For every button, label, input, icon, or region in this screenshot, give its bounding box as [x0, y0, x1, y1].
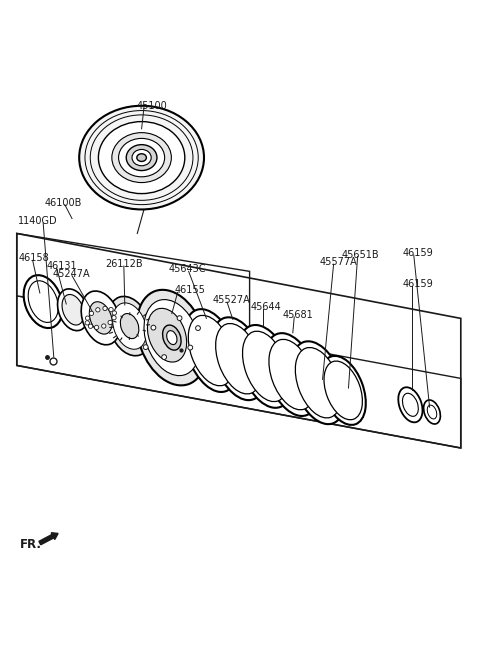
Ellipse shape [291, 341, 345, 424]
Ellipse shape [137, 154, 146, 161]
Ellipse shape [62, 295, 84, 325]
Ellipse shape [188, 345, 192, 350]
Ellipse shape [216, 323, 262, 394]
Ellipse shape [424, 400, 440, 424]
Ellipse shape [427, 405, 437, 419]
Ellipse shape [81, 291, 120, 345]
Ellipse shape [143, 344, 148, 350]
Ellipse shape [188, 316, 234, 386]
Ellipse shape [324, 361, 362, 420]
Ellipse shape [119, 138, 165, 177]
Ellipse shape [242, 331, 288, 401]
Ellipse shape [85, 321, 89, 325]
Ellipse shape [321, 356, 366, 425]
Ellipse shape [403, 393, 418, 417]
Ellipse shape [108, 320, 112, 325]
Ellipse shape [163, 325, 181, 350]
Text: 45681: 45681 [282, 310, 313, 320]
Text: 46159: 46159 [402, 279, 433, 289]
Ellipse shape [112, 311, 117, 315]
Text: 46158: 46158 [18, 253, 49, 264]
Ellipse shape [113, 303, 146, 349]
FancyArrow shape [39, 533, 58, 544]
Ellipse shape [24, 275, 63, 328]
Ellipse shape [89, 302, 112, 334]
Text: 45643C: 45643C [169, 264, 206, 274]
Ellipse shape [96, 308, 100, 312]
Text: 45651B: 45651B [342, 249, 379, 260]
Ellipse shape [137, 290, 207, 385]
Text: 45577A: 45577A [319, 257, 357, 267]
Ellipse shape [398, 387, 422, 422]
Ellipse shape [88, 324, 93, 329]
Ellipse shape [151, 325, 156, 330]
Ellipse shape [144, 300, 200, 376]
Ellipse shape [95, 325, 99, 329]
Text: 45247A: 45247A [53, 269, 90, 279]
Text: 45644: 45644 [251, 302, 282, 312]
Ellipse shape [184, 309, 238, 392]
Ellipse shape [162, 355, 167, 359]
Ellipse shape [265, 333, 319, 416]
Ellipse shape [109, 308, 113, 312]
Ellipse shape [98, 121, 185, 194]
Ellipse shape [102, 324, 106, 328]
Ellipse shape [177, 316, 182, 321]
Ellipse shape [269, 339, 315, 410]
Ellipse shape [79, 106, 204, 209]
Ellipse shape [112, 133, 171, 182]
Ellipse shape [212, 318, 265, 400]
Ellipse shape [103, 306, 107, 310]
Ellipse shape [196, 325, 201, 331]
Text: 46159: 46159 [402, 248, 433, 258]
Ellipse shape [239, 325, 292, 408]
Text: 46155: 46155 [174, 285, 205, 295]
Ellipse shape [28, 281, 58, 323]
Text: 26112B: 26112B [106, 259, 143, 269]
Ellipse shape [295, 348, 341, 418]
Ellipse shape [147, 308, 187, 362]
Text: 45527A: 45527A [213, 295, 251, 305]
Text: 45100: 45100 [137, 101, 168, 111]
Ellipse shape [126, 144, 157, 171]
Polygon shape [17, 296, 461, 448]
Text: 46131: 46131 [46, 261, 77, 271]
Ellipse shape [89, 311, 94, 316]
Ellipse shape [132, 150, 151, 166]
Ellipse shape [120, 314, 139, 338]
Ellipse shape [108, 297, 151, 356]
Ellipse shape [58, 289, 88, 331]
Text: FR.: FR. [20, 539, 42, 552]
Text: 46100B: 46100B [44, 198, 82, 208]
Text: 1140GD: 1140GD [18, 216, 58, 226]
Polygon shape [17, 234, 250, 333]
Ellipse shape [112, 316, 116, 320]
Ellipse shape [167, 331, 177, 344]
Ellipse shape [85, 316, 90, 320]
